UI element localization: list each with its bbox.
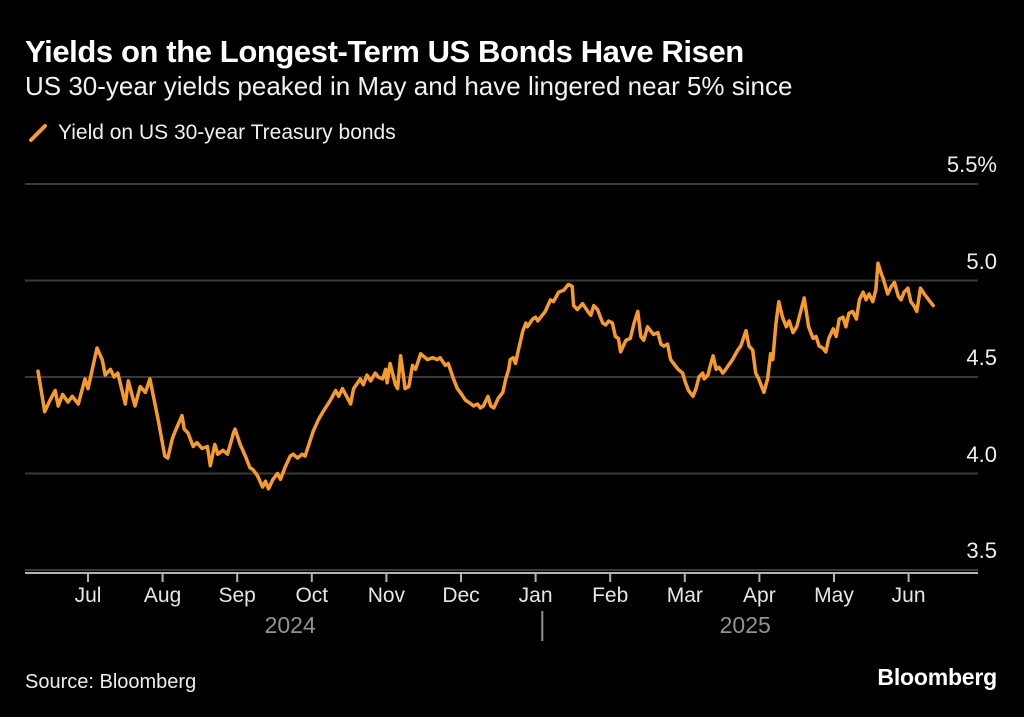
x-axis-month-label-Nov: Nov (367, 584, 406, 607)
x-axis-month-label-Feb: Feb (592, 584, 629, 607)
x-axis-month-label-Sep: Sep (218, 584, 256, 607)
chart-title: Yields on the Longest-Term US Bonds Have… (25, 34, 744, 69)
bloomberg-logo: Bloomberg (877, 664, 997, 690)
x-axis-month-label-Jun: Jun (891, 584, 926, 607)
yield-series-line (36, 261, 935, 491)
y-axis-label-3.5: 3.5 (966, 538, 997, 563)
x-axis-month-label-Jul: Jul (74, 584, 102, 607)
x-axis-month-label-Aug: Aug (143, 584, 182, 607)
y-axis-label-4: 4.0 (966, 441, 997, 467)
legend-slash-icon (29, 124, 47, 142)
source-note: Source: Bloomberg (25, 671, 197, 693)
legend: Yield on US 30-year Treasury bonds (27, 121, 396, 145)
x-axis-month-label-Mar: Mar (666, 584, 703, 607)
legend-label: Yield on US 30-year Treasury bonds (58, 121, 396, 144)
y-axis-label-4.5: 4.5 (966, 345, 997, 370)
year-label-2024: 2024 (264, 612, 316, 638)
x-axis-month-label-May: May (814, 584, 854, 607)
year-label-2025: 2025 (719, 612, 771, 638)
y-axis-label-5: 5.0 (966, 248, 997, 274)
x-axis-month-label-Apr: Apr (743, 584, 776, 607)
chart-subtitle: US 30-year yields peaked in May and have… (25, 71, 793, 101)
x-axis-month-label-Oct: Oct (295, 584, 329, 607)
x-axis-month-label-Dec: Dec (442, 584, 480, 607)
y-axis-label-5.5: 5.5% (946, 152, 997, 177)
x-axis-month-label-Jan: Jan (518, 584, 553, 607)
